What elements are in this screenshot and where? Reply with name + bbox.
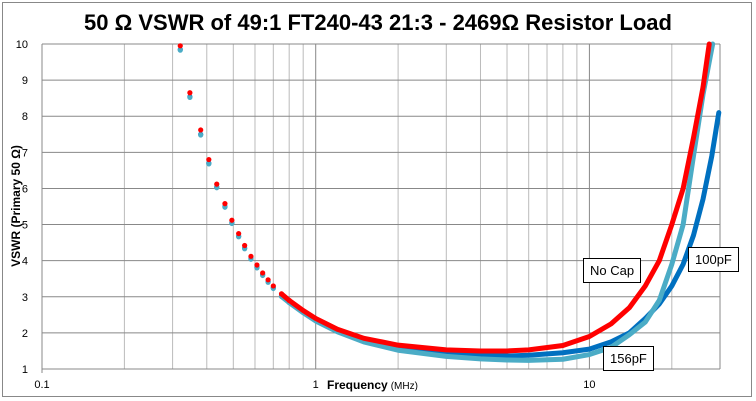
series-line <box>279 41 712 354</box>
annotation-no-cap: No Cap <box>583 258 642 283</box>
annotation-100pf: 100pF <box>688 247 739 272</box>
y-tick-label: 9 <box>22 75 28 87</box>
data-point <box>260 270 266 276</box>
chart-title: 50 Ω VSWR of 49:1 FT240-43 21:3 - 2469Ω … <box>84 10 672 35</box>
y-tick-label: 3 <box>22 292 28 304</box>
series-no-cap <box>177 41 712 354</box>
data-point <box>278 291 285 297</box>
data-point <box>214 181 220 187</box>
data-point <box>177 47 183 53</box>
y-axis-label: VSWR (Primary 50 Ω) <box>9 145 23 267</box>
x-tick-label: 10 <box>583 379 595 391</box>
data-point <box>229 217 235 223</box>
y-tick-label: 5 <box>22 220 28 232</box>
y-tick-label: 8 <box>22 111 28 123</box>
data-point <box>206 156 212 163</box>
data-point <box>254 262 260 268</box>
x-axis-label: Frequency (MHz) <box>327 378 418 392</box>
data-point <box>222 201 228 207</box>
x-axis-label-main: Frequency <box>327 378 388 392</box>
annotation-156pf: 156pF <box>603 346 654 371</box>
y-tick-label: 4 <box>22 256 28 268</box>
data-point <box>198 132 204 138</box>
data-point <box>248 253 254 259</box>
series-line <box>279 110 722 359</box>
y-tick-label: 7 <box>22 147 28 159</box>
chart-border <box>2 2 752 397</box>
data-point <box>198 127 204 133</box>
x-axis-label-unit: (MHz) <box>391 381 418 392</box>
data-point <box>187 90 193 96</box>
y-tick-label: 1 <box>22 364 28 376</box>
data-point <box>222 204 228 210</box>
series-100pf <box>177 46 722 359</box>
series-156pf <box>177 41 716 363</box>
data-point <box>242 242 248 249</box>
y-tick-label: 10 <box>16 39 28 51</box>
data-point <box>187 94 193 101</box>
x-tick-label: 0.1 <box>34 379 49 391</box>
y-tick-label: 2 <box>22 328 28 340</box>
data-point <box>177 43 183 49</box>
data-point <box>286 297 292 303</box>
data-point <box>206 161 212 167</box>
x-tick-label: 1 <box>313 379 319 391</box>
data-point <box>270 283 276 289</box>
data-point <box>265 277 271 283</box>
data-point <box>236 230 242 237</box>
data-point <box>214 185 220 191</box>
y-tick-label: 6 <box>22 183 28 195</box>
